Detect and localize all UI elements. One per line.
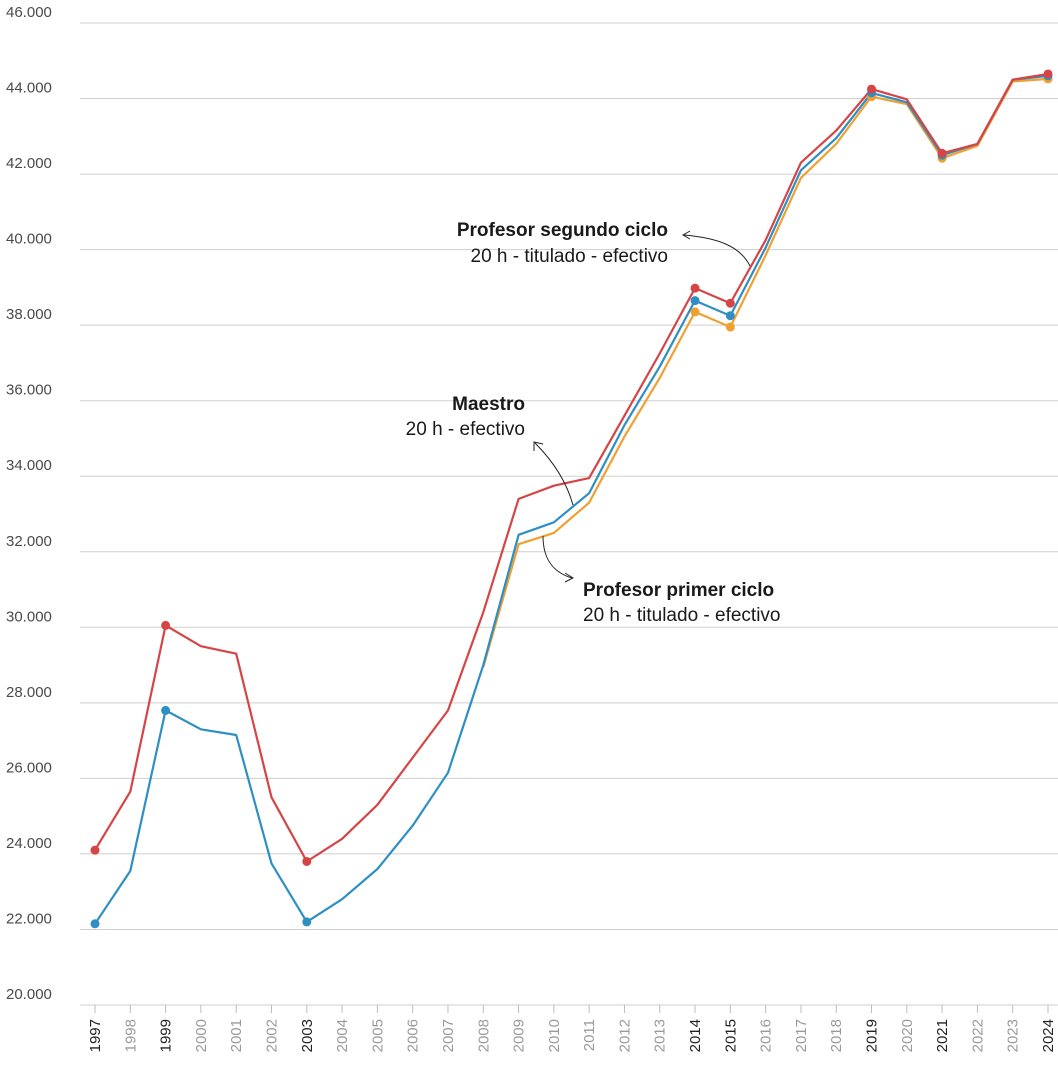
y-tick-label: 26.000 bbox=[6, 759, 52, 776]
annotation-maestro-arrowhead bbox=[533, 441, 544, 451]
x-tick-label: 2024 bbox=[1040, 1019, 1057, 1052]
data-point-primer bbox=[690, 307, 700, 317]
x-tick-label: 2018 bbox=[828, 1019, 845, 1052]
x-tick-label: 2006 bbox=[405, 1019, 422, 1052]
x-tick-label: 2003 bbox=[299, 1019, 316, 1052]
y-tick-label: 32.000 bbox=[6, 533, 52, 550]
x-tick-label: 2011 bbox=[581, 1019, 598, 1051]
x-tick-label: 2014 bbox=[687, 1019, 704, 1052]
annotation-primer-arrowhead bbox=[564, 572, 575, 583]
x-tick-label: 2020 bbox=[899, 1019, 916, 1052]
y-tick-label: 38.000 bbox=[6, 306, 52, 323]
data-point-segundo bbox=[302, 856, 312, 866]
annotation-segundo-arrow bbox=[683, 234, 751, 267]
y-tick-label: 20.000 bbox=[6, 986, 52, 1003]
x-tick-label: 2009 bbox=[511, 1019, 528, 1052]
x-tick-label: 2021 bbox=[934, 1019, 951, 1052]
x-tick-label: 2002 bbox=[263, 1019, 280, 1052]
x-tick-label: 2013 bbox=[652, 1019, 669, 1052]
series-line-maestro bbox=[94, 74, 1049, 925]
data-point-segundo bbox=[725, 298, 735, 308]
data-point-segundo bbox=[161, 620, 171, 630]
y-axis: 20.000 22.000 24.000 26.000 28.000 30.000 32.0… bbox=[6, 4, 52, 1003]
annotation-maestro-title: Maestro bbox=[452, 394, 525, 415]
data-point-segundo bbox=[867, 84, 877, 94]
x-tick-label: 1998 bbox=[122, 1019, 139, 1052]
series-line-segundo bbox=[94, 72, 1049, 863]
annotation-maestro-arrow bbox=[534, 442, 574, 506]
data-point-maestro bbox=[725, 311, 735, 321]
x-tick-label: 1997 bbox=[87, 1019, 104, 1052]
x-tick-label: 2005 bbox=[369, 1019, 386, 1052]
y-tick-label: 22.000 bbox=[6, 910, 52, 927]
y-tick-label: 40.000 bbox=[6, 231, 52, 248]
data-point-segundo bbox=[937, 148, 947, 158]
y-tick-label: 46.000 bbox=[6, 4, 52, 21]
y-tick-label: 42.000 bbox=[6, 155, 52, 172]
series-line-primer bbox=[482, 77, 1049, 668]
annotation-segundo-title: Profesor segundo ciclo bbox=[457, 220, 668, 241]
x-tick-label: 1999 bbox=[158, 1019, 175, 1052]
y-tick-label: 24.000 bbox=[6, 835, 52, 852]
x-tick-label: 2001 bbox=[228, 1019, 245, 1052]
series-layer bbox=[90, 69, 1053, 929]
data-point-maestro bbox=[690, 296, 700, 306]
y-tick-label: 36.000 bbox=[6, 382, 52, 399]
annotation-primer-arrow bbox=[542, 535, 573, 579]
data-point-segundo bbox=[1043, 69, 1053, 79]
y-tick-label: 30.000 bbox=[6, 608, 52, 625]
x-tick-label: 2015 bbox=[722, 1019, 739, 1052]
x-axis: 1997 1998 1999 2000 2001 2002 2003 2004 2005 2006… bbox=[87, 1005, 1057, 1052]
x-tick-label: 2000 bbox=[193, 1019, 210, 1052]
x-tick-label: 2004 bbox=[334, 1019, 351, 1052]
data-point-maestro bbox=[90, 919, 100, 929]
x-tick-label: 2008 bbox=[475, 1019, 492, 1052]
annotation-primer-ciclo: Profesor primer ciclo 20 h - titulado - … bbox=[542, 535, 781, 626]
annotation-maestro-subtitle: 20 h - efectivo bbox=[406, 419, 525, 440]
x-tick-label: 2010 bbox=[546, 1019, 563, 1052]
data-point-segundo bbox=[690, 283, 700, 293]
annotation-maestro: Maestro 20 h - efectivo bbox=[406, 394, 574, 506]
annotation-segundo-subtitle: 20 h - titulado - efectivo bbox=[471, 246, 669, 267]
data-point-maestro bbox=[161, 705, 171, 715]
data-point-segundo bbox=[90, 845, 100, 855]
annotation-segundo-arrowhead bbox=[681, 230, 691, 240]
x-tick-label: 2016 bbox=[758, 1019, 775, 1052]
x-tick-label: 2007 bbox=[440, 1019, 457, 1052]
annotation-primer-subtitle: 20 h - titulado - efectivo bbox=[583, 605, 781, 626]
x-tick-label: 2017 bbox=[793, 1019, 810, 1052]
annotation-segundo-ciclo: Profesor segundo ciclo 20 h - titulado -… bbox=[457, 220, 751, 267]
x-tick-label: 2012 bbox=[616, 1019, 633, 1052]
y-tick-label: 44.000 bbox=[6, 80, 52, 97]
x-tick-label: 2023 bbox=[1005, 1019, 1022, 1052]
annotation-primer-title: Profesor primer ciclo bbox=[583, 580, 774, 601]
data-point-maestro bbox=[302, 917, 312, 927]
y-tick-label: 28.000 bbox=[6, 684, 52, 701]
x-tick-label: 2022 bbox=[969, 1019, 986, 1052]
grid-layer bbox=[80, 22, 1058, 1006]
y-tick-label: 34.000 bbox=[6, 457, 52, 474]
data-point-primer bbox=[725, 322, 735, 332]
x-tick-label: 2019 bbox=[864, 1019, 881, 1052]
